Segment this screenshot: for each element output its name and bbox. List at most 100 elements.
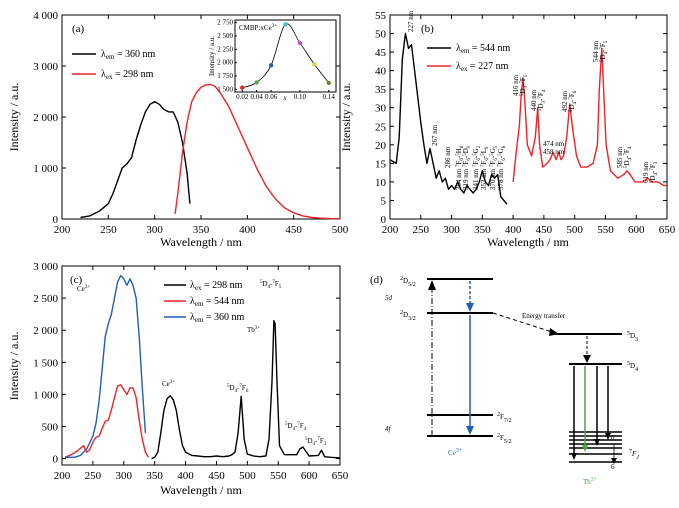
- tb-j-top: 0: [611, 434, 615, 442]
- x-tick-label: 650: [659, 224, 676, 236]
- anno-416: 416 nm: [512, 74, 520, 96]
- series-line-0: [80, 100, 191, 219]
- panel-c-xlabel: Wavelength / nm: [160, 483, 242, 497]
- y-tick-label: 55: [375, 10, 387, 22]
- ce-group-5d: 5d: [385, 294, 393, 302]
- anno-492: 492 nm: [561, 90, 569, 112]
- ce-group-4f: 4f: [385, 425, 392, 433]
- series-line-1: [174, 83, 341, 220]
- x-tick-label: 350: [193, 224, 210, 236]
- anno-458: 458 nm: [543, 148, 565, 156]
- ce-label-2d52: 2D5/2: [400, 276, 416, 288]
- panel-a-frame: [61, 14, 341, 220]
- x-tick-label: 600: [628, 224, 645, 236]
- inset-y-tick-label: 2 000: [217, 59, 233, 67]
- ce-label-2f52: 2F5/2: [497, 433, 512, 445]
- y-tick-label: 2 500: [33, 293, 58, 305]
- y-tick-label: 2 000: [33, 112, 58, 124]
- anno-370: 370 nm 7F6-5G5: [489, 145, 499, 190]
- x-tick-label: 500: [239, 470, 256, 482]
- panel-b-series: [389, 32, 667, 205]
- inset-point: [283, 22, 288, 27]
- series-line-0: [151, 319, 341, 460]
- x-tick-label: 250: [85, 470, 102, 482]
- series-line-1: [512, 47, 667, 187]
- anno-492-trans: 5D4-7F6: [568, 90, 578, 112]
- x-tick-label: 600: [301, 470, 318, 482]
- inset-curve: [242, 23, 330, 89]
- inset-point: [312, 62, 317, 67]
- x-tick-label: 200: [54, 470, 71, 482]
- y-tick-label: 15: [375, 158, 387, 170]
- panel-b-frame: [389, 14, 668, 220]
- inset-y-tick-label: 2 750: [217, 19, 233, 27]
- y-tick-label: 25: [375, 121, 387, 133]
- inset-content: 0.02 0.04 0.06 0.10 0.14 1 500 1 750 2 000 2 250…: [217, 19, 335, 101]
- anno-5d4-7f4: 5D4-7F4: [285, 422, 307, 432]
- y-tick-label: 1 000: [33, 163, 58, 175]
- legend-label-em360c: λem = 360 nm: [190, 312, 245, 324]
- x-tick-label: 450: [285, 224, 302, 236]
- y-tick-label: 5: [381, 195, 387, 207]
- y-tick-label: 4 000: [33, 10, 58, 22]
- anno-440-trans: 5D3-7F4: [537, 89, 547, 111]
- panel-b-ylabel: Intensity / a.u.: [339, 83, 353, 152]
- anno-378: 378 nm 7F6-5G6: [497, 145, 507, 190]
- x-tick-label: 400: [239, 224, 256, 236]
- panel-c-series: [64, 274, 341, 460]
- legend-label-em360: λem = 360 nm: [101, 49, 156, 61]
- anno-619: 619 nm: [642, 161, 650, 183]
- tb-ion-label: Tb3+: [583, 477, 598, 486]
- inset-y-tick-label: 2 250: [217, 45, 233, 53]
- anno-286: 286 nm: [444, 146, 452, 168]
- y-tick-label: 3 000: [33, 261, 58, 273]
- anno-5d4-7f3: 5D4-7F3: [305, 437, 327, 447]
- y-tick-label: 500: [42, 421, 59, 433]
- anno-304: 304 nm 7F6-5H6: [455, 145, 465, 190]
- y-tick-label: 1 000: [33, 389, 58, 401]
- anno-474: 474 nm: [543, 140, 565, 148]
- panel-b-label: (b): [421, 23, 434, 35]
- panel-a-series: [80, 83, 341, 220]
- inset-x-tick-label: 0.10: [294, 93, 307, 101]
- panel-a: 200 250 300 350 400 450 500 0 1 000 2 000 3 000 4 0…: [7, 10, 349, 249]
- legend-label-ex298c: λex = 298 nm: [190, 280, 243, 292]
- x-tick-label: 350: [146, 470, 163, 482]
- tb-label-5d3: 5D3: [627, 331, 638, 343]
- panel-a-ticks: 200 250 300 350 400 450 500 0 1 000 2 000 3 000 4 0…: [33, 10, 349, 236]
- y-tick-label: 45: [375, 47, 387, 59]
- inset-x-tick-label: 0.14: [323, 93, 336, 101]
- x-tick-label: 250: [100, 224, 117, 236]
- anno-5d4-7f5: 5D4-7F5: [260, 280, 282, 290]
- legend-label-em544: λem = 544 nm: [456, 43, 511, 55]
- y-tick-label: 20: [375, 140, 387, 152]
- tb-label-7fj: 7FJ: [629, 449, 639, 461]
- panel-b-annotations: 227 nm 267 nm 286 nm 304 nm 7F6-5H6 319 …: [407, 10, 659, 190]
- x-tick-label: 300: [443, 224, 460, 236]
- y-tick-label: 1 500: [33, 357, 58, 369]
- energy-transfer-label: Energy transfer: [522, 312, 566, 320]
- inset-title: CMBP:xCe3+: [239, 24, 277, 32]
- inset-x-tick-label: 0.04: [251, 93, 264, 101]
- inset-x-tick-label: 0.02: [236, 93, 249, 101]
- x-tick-label: 550: [270, 470, 287, 482]
- inset-xlabel: x: [282, 94, 287, 102]
- x-tick-label: 450: [208, 470, 225, 482]
- tb-label-5d4: 5D4: [627, 361, 638, 373]
- inset-frame: [234, 19, 337, 93]
- inset-x-tick-label: 0.06: [265, 93, 278, 101]
- anno-416-trans: 5D3-7F5: [519, 74, 529, 96]
- anno-544: 544 nm: [592, 40, 600, 62]
- x-tick-label: 500: [332, 224, 349, 236]
- panel-c-ylabel: Intensity / a.u.: [7, 332, 21, 401]
- anno-319: 319 nm 7F6-5D0: [462, 145, 472, 190]
- panel-d-label: (d): [370, 274, 383, 286]
- ce-label-2d32: 2D3/2: [400, 310, 416, 322]
- panel-c-frame: [61, 265, 341, 466]
- x-tick-label: 300: [146, 224, 163, 236]
- tb-j-arrowhead: [611, 458, 617, 464]
- inset-ylabel: Intensity / a.u.: [208, 36, 216, 76]
- panel-b-ticks: 200 250 300 350 400 450 500 550 600 650 0 5 10 15 20 25…: [375, 10, 676, 236]
- panel-a-inset: 0.02 0.04 0.06 0.10 0.14 1 500 1 750 2 000 2 250…: [208, 19, 337, 102]
- ce-excitation-arrowhead: [428, 280, 436, 290]
